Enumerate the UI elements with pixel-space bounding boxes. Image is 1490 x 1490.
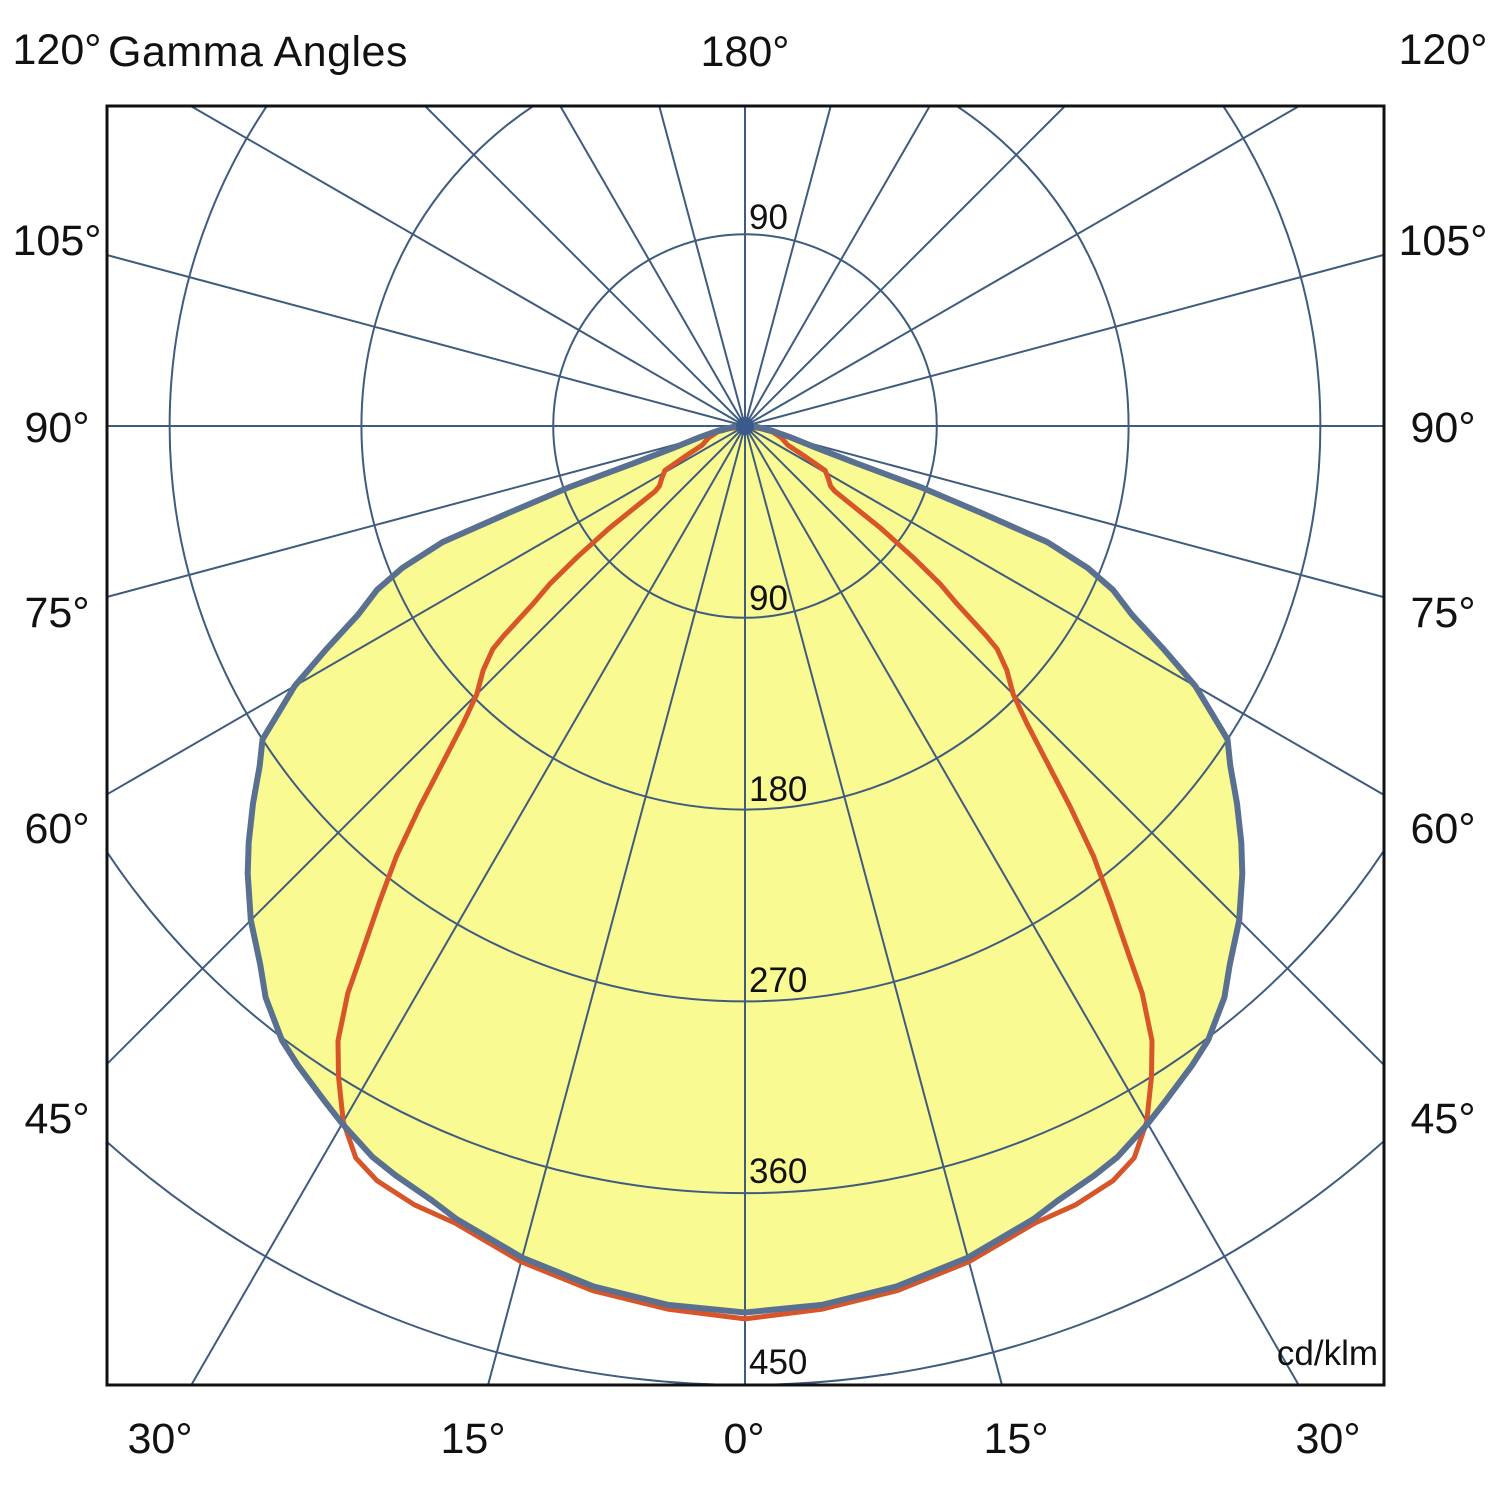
grid-ray <box>744 253 1384 427</box>
radial-axis-label: 450 <box>749 1343 807 1382</box>
axis-labels: 120° 105° 90° 75° 60° 45° 120° 105° 90° 75° 60° 45°… <box>13 26 1488 1463</box>
unit-label: cd/klm <box>1276 1334 1378 1373</box>
gamma-axis-label-left: 90° <box>24 404 89 452</box>
grid-ray <box>107 254 746 427</box>
grid-ray <box>744 425 1384 1067</box>
gamma-axis-label-left: 75° <box>24 589 89 637</box>
red-curve <box>335 423 1155 1322</box>
gamma-axis-label-left: 120° <box>13 26 102 74</box>
radial-axis-label: 90 <box>749 579 788 618</box>
gamma-axis-label-left: 45° <box>24 1095 89 1143</box>
gamma-axis-label-bottom: 30° <box>1295 1415 1360 1463</box>
filled-curve-outline <box>244 423 1246 1316</box>
gamma-axis-label-bottom: 0° <box>723 1415 764 1463</box>
chart-title: Gamma Angles <box>108 28 408 76</box>
gamma-axis-label-bottom: 15° <box>440 1415 505 1463</box>
gamma-axis-label-right: 45° <box>1410 1095 1475 1143</box>
grid-ray <box>744 425 1384 599</box>
gamma-axis-label-right: 120° <box>1399 26 1488 74</box>
gamma-axis-label-right: 60° <box>1410 805 1475 853</box>
gamma-axis-label-right: 105° <box>1399 217 1488 265</box>
gamma-axis-label-left: 60° <box>24 805 89 853</box>
radial-axis-label: 180 <box>749 770 807 809</box>
grid-ray <box>107 425 746 796</box>
grid-ray <box>423 106 746 427</box>
radial-axis-label: 90 <box>749 198 788 237</box>
grid-ray <box>188 106 746 427</box>
grid-ray <box>744 425 1003 1385</box>
grid-ray <box>744 425 1384 797</box>
pole-dot <box>736 417 754 435</box>
grid-ray <box>658 106 746 427</box>
grid-ray <box>559 106 746 427</box>
radial-axis-label: 270 <box>749 961 807 1000</box>
gamma-axis-label-right: 75° <box>1410 589 1475 637</box>
gamma-axis-label-top: 180° <box>701 28 790 76</box>
grid-ray <box>744 425 1300 1385</box>
chart-frame <box>105 104 1386 1387</box>
grid-ray <box>190 425 746 1385</box>
grid-ray <box>487 425 746 1385</box>
grid-ray <box>744 106 1067 427</box>
grid-ray <box>107 425 746 598</box>
grid-ray <box>744 106 1302 427</box>
gamma-axis-label-bottom: 15° <box>983 1415 1048 1463</box>
grid-ray <box>744 106 832 427</box>
gamma-axis-label-right: 90° <box>1410 404 1475 452</box>
gamma-axis-label-left: 105° <box>13 217 102 265</box>
gamma-axis-label-bottom: 30° <box>127 1415 192 1463</box>
radial-axis-label: 360 <box>749 1152 807 1191</box>
grid-ray <box>107 425 746 1066</box>
grid-ray <box>744 106 931 427</box>
